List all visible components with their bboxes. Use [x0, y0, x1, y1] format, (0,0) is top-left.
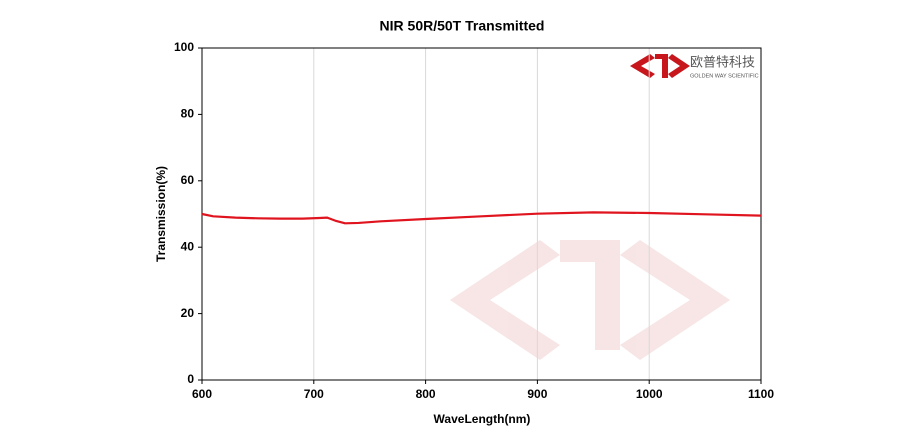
x-tick-label: 1100 [748, 387, 774, 401]
y-tick-label: 20 [181, 306, 195, 320]
y-tick-label: 100 [174, 40, 194, 54]
watermark [450, 240, 730, 360]
y-tick-label: 60 [181, 173, 195, 187]
x-tick-label: 600 [192, 387, 212, 401]
x-tick-label: 700 [304, 387, 324, 401]
x-tick-label: 900 [527, 387, 547, 401]
logo-subtext: GOLDEN WAY SCIENTIFIC [690, 73, 759, 79]
x-axis-label: WaveLength(nm) [434, 412, 531, 426]
chart-title: NIR 50R/50T Transmitted [380, 18, 545, 34]
y-tick-label: 0 [187, 372, 194, 386]
logo-text: 欧普特科技 [690, 56, 755, 71]
x-tick-label: 1000 [636, 387, 663, 401]
y-tick-label: 80 [181, 107, 195, 121]
x-tick-label: 800 [416, 387, 436, 401]
data-line [201, 211, 762, 225]
y-tick-label: 40 [181, 239, 195, 253]
y-axis-label: Transmission(%) [154, 166, 168, 262]
